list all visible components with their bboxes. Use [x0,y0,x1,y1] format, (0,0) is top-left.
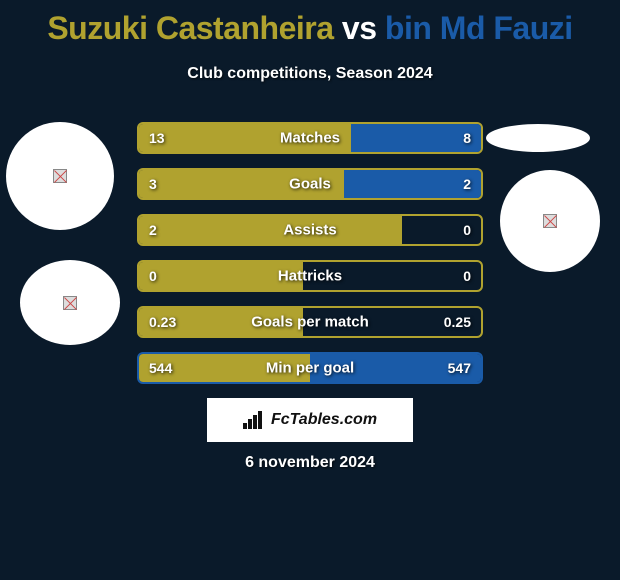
player2-flag [486,124,590,152]
stat-label: Assists [283,222,336,239]
stat-label: Min per goal [266,360,354,377]
date-label: 6 november 2024 [0,454,620,472]
stat-label: Goals per match [251,314,369,331]
stat-row: 544 Min per goal 547 [137,352,483,384]
stat-value-right: 0 [463,268,471,284]
stat-label: Matches [280,130,340,147]
subtitle: Club competitions, Season 2024 [0,65,620,83]
stat-row: 3 Goals 2 [137,168,483,200]
stat-row: 2 Assists 0 [137,214,483,246]
player2-name: bin Md Fauzi [385,10,573,46]
placeholder-image-icon [63,296,77,310]
stat-value-left: 544 [149,360,172,376]
placeholder-image-icon [543,214,557,228]
vs-separator: vs [342,10,377,46]
stat-value-left: 0 [149,268,157,284]
stat-value-left: 3 [149,176,157,192]
stat-value-left: 2 [149,222,157,238]
player1-club-avatar [20,260,120,345]
brand-bars-icon [243,411,265,429]
stat-value-right: 0.25 [444,314,471,330]
comparison-title: Suzuki Castanheira vs bin Md Fauzi [0,0,620,47]
brand-text: FcTables.com [271,411,377,429]
stat-label: Goals [289,176,331,193]
stats-container: 13 Matches 8 3 Goals 2 2 Assists 0 0 Hattricks 0 0.2… [137,122,483,398]
stat-fill-left [139,216,402,244]
stat-fill-right [344,170,481,198]
stat-value-left: 13 [149,130,165,146]
brand-box: FcTables.com [207,398,413,442]
stat-row: 0 Hattricks 0 [137,260,483,292]
stat-value-right: 547 [448,360,471,376]
stat-value-left: 0.23 [149,314,176,330]
player2-avatar [500,170,600,272]
stat-value-right: 2 [463,176,471,192]
placeholder-image-icon [53,169,67,183]
stat-value-right: 8 [463,130,471,146]
player1-name: Suzuki Castanheira [47,10,333,46]
stat-fill-right [351,124,481,152]
stat-value-right: 0 [463,222,471,238]
stat-row: 0.23 Goals per match 0.25 [137,306,483,338]
stat-label: Hattricks [278,268,342,285]
player1-avatar [6,122,114,230]
stat-row: 13 Matches 8 [137,122,483,154]
